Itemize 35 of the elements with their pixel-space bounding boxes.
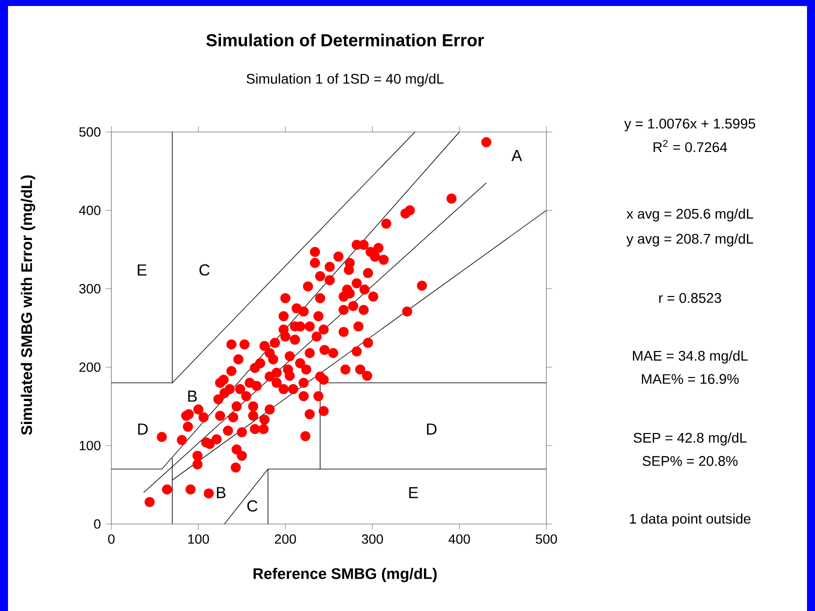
annotation: C	[199, 264, 210, 276]
x-axis-title: Reference SMBG (mg/dL)	[254, 568, 437, 582]
text: y = 1.0076x + 1.5995	[624, 118, 756, 132]
text: SEP% = 20.8%	[642, 456, 738, 466]
annotation: B	[188, 390, 197, 402]
annotation: C	[247, 500, 258, 512]
x-tick-label: 100	[188, 534, 209, 544]
text: SEP = 42.8 mg/dL	[634, 432, 747, 446]
y-tick-label: 500	[79, 127, 100, 137]
y-tick-label: 100	[80, 440, 100, 450]
text: R$^{2}$ = 0.7264	[654, 140, 728, 152]
y-tick-label: 300	[79, 284, 100, 294]
annotation: E	[138, 264, 146, 276]
text: MAE = 34.8 mg/dL	[632, 350, 748, 364]
annotation: B	[216, 487, 226, 498]
text: MAE% = 16.9%	[642, 374, 739, 384]
text: 1 data point outside	[630, 513, 750, 527]
annotation: D	[138, 424, 148, 435]
y-tick-label: 200	[79, 362, 100, 372]
chart-title: Simulation of Determination Error	[206, 34, 484, 46]
x-tick-label: 500	[536, 534, 557, 544]
text: x avg = 205.6 mg/dL	[626, 208, 754, 222]
x-tick-label: 400	[448, 534, 470, 544]
y-tick-label: 0	[94, 519, 100, 529]
annotation: A	[511, 150, 522, 161]
annotation: E	[409, 487, 418, 498]
chart-subtitle: Simulation 1 of 1SD = 40 mg/dL	[246, 73, 444, 87]
x-tick-label: 300	[362, 534, 383, 544]
y-axis-title: Simulated SMBG with Error (mg/dL)	[20, 175, 36, 435]
annotation: D	[427, 424, 437, 435]
x-tick-label: 0	[108, 534, 115, 544]
y-tick-label: 400	[79, 206, 100, 216]
text: r = 0.8523	[659, 293, 722, 303]
text: y avg = 208.7 mg/dL	[626, 233, 754, 247]
x-tick-label: 200	[274, 534, 296, 544]
